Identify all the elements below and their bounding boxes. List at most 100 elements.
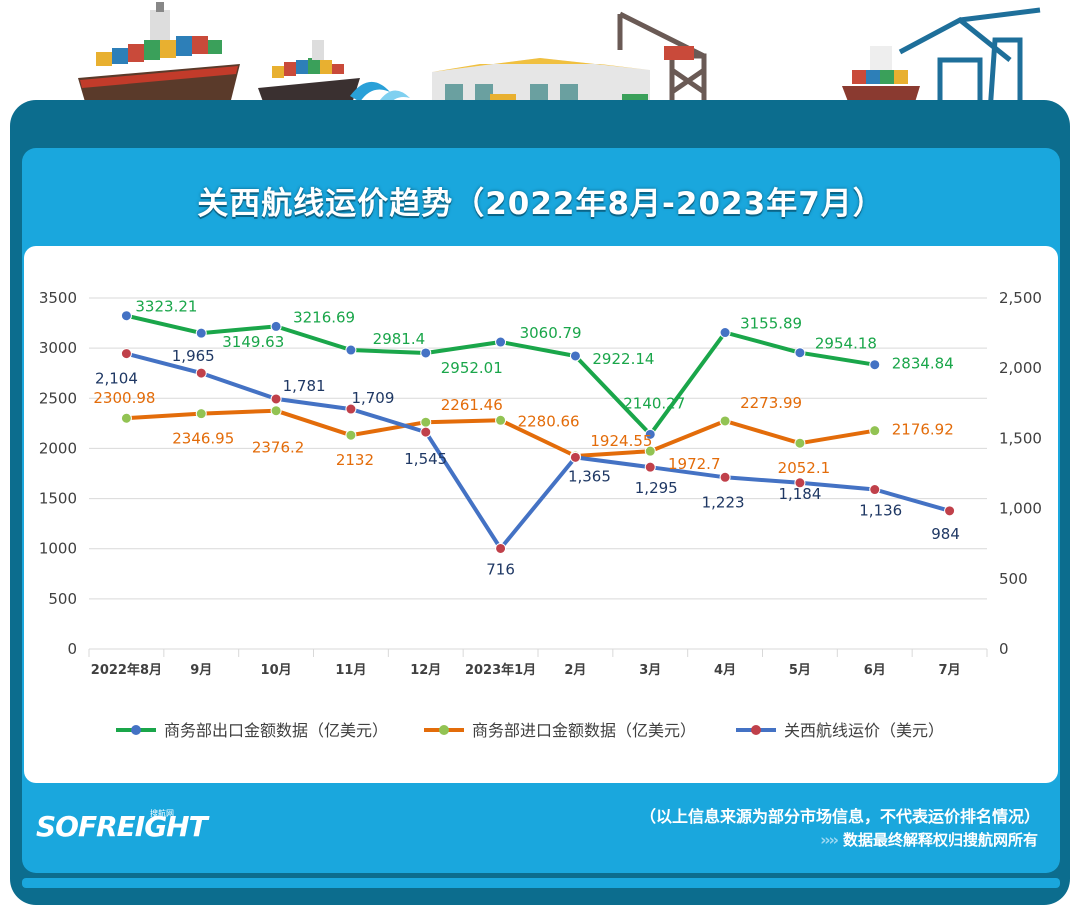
data-point (794, 347, 806, 359)
data-point (270, 393, 282, 405)
data-point (869, 425, 881, 437)
data-label: 2300.98 (93, 389, 155, 407)
data-label: 2922.14 (592, 350, 654, 368)
data-point (569, 350, 581, 362)
data-point (120, 412, 132, 424)
data-point (569, 451, 581, 463)
cargo-ship-icon (78, 2, 240, 112)
x-tick-label: 2023年1月 (465, 662, 536, 678)
data-label: 1,136 (859, 502, 902, 520)
data-label: 2176.92 (892, 421, 954, 439)
x-tick-label: 2022年8月 (91, 662, 162, 678)
source-note: （以上信息来源为部分市场信息，不代表运价排名情况） (639, 807, 1040, 826)
data-label: 3323.21 (135, 298, 197, 316)
data-point (345, 344, 357, 356)
data-label: 1,365 (568, 467, 611, 485)
data-label: 984 (931, 525, 960, 543)
series-line (125, 351, 951, 551)
data-point (270, 405, 282, 417)
data-label: 716 (486, 560, 515, 578)
data-label: 1972.7 (668, 455, 721, 473)
bottom-stripe (22, 878, 1060, 888)
legend-label: 关西航线运价（美元） (784, 721, 944, 740)
y-left-tick-label: 1500 (39, 490, 77, 508)
y-right-tick-label: 500 (999, 570, 1028, 588)
data-label: 2261.46 (441, 396, 503, 414)
arrows-icon: ›››› (820, 831, 839, 849)
data-point (270, 320, 282, 332)
data-label: 2981.4 (373, 330, 426, 348)
data-label: 1924.55 (590, 432, 652, 450)
data-label: 1,709 (351, 389, 394, 407)
y-left-tick-label: 2500 (39, 389, 77, 407)
data-point (195, 327, 207, 339)
data-point (345, 403, 357, 415)
y-left-tick-label: 0 (67, 640, 77, 658)
data-label: 2052.1 (778, 459, 831, 477)
y-left-tick-label: 3500 (39, 289, 77, 307)
data-point (345, 429, 357, 441)
data-label: 2,104 (95, 370, 138, 388)
y-right-tick-label: 2,000 (999, 359, 1042, 377)
data-label: 3216.69 (293, 308, 355, 326)
legend-swatch-marker (751, 725, 761, 735)
data-label: 1,781 (283, 377, 326, 395)
y-right-tick-label: 1,500 (999, 429, 1042, 447)
data-label: 1,295 (635, 479, 678, 497)
legend-swatch-marker (439, 725, 449, 735)
data-label: 3155.89 (740, 315, 802, 333)
x-tick-label: 9月 (190, 663, 212, 678)
brand-logo: SOFREIGHT (36, 810, 208, 843)
data-point (644, 445, 656, 457)
data-label: 1,545 (404, 450, 447, 468)
x-tick-label: 6月 (864, 663, 886, 678)
data-point (869, 484, 881, 496)
y-right-tick-label: 2,500 (999, 289, 1042, 307)
data-label: 2834.84 (892, 355, 954, 373)
x-tick-label: 7月 (939, 663, 961, 678)
data-point (869, 359, 881, 371)
line-chart: 0 500 1000 1500 2000 2500 3000 3500 0 500 1,000 1,5… (39, 289, 1042, 740)
data-label: 1,223 (702, 493, 745, 511)
legend-swatch-marker (131, 725, 141, 735)
gantry-crane-icon (898, 7, 1041, 113)
data-point (120, 310, 132, 322)
legend-label: 商务部出口金额数据（亿美元） (164, 721, 388, 740)
data-point (120, 348, 132, 360)
data-label: 3060.79 (520, 324, 582, 342)
x-tick-label: 3月 (639, 663, 661, 678)
data-label: 2140.27 (623, 394, 685, 412)
data-label: 2273.99 (740, 394, 802, 412)
y-right-tick-label: 1,000 (999, 500, 1042, 518)
data-point (794, 437, 806, 449)
data-point (195, 408, 207, 420)
rights-text: 数据最终解释权归搜航网所有 (842, 831, 1038, 849)
data-label: 1,965 (172, 347, 215, 365)
data-label: 2346.95 (172, 430, 234, 448)
y-left-tick-label: 500 (48, 590, 77, 608)
port-crane-icon (617, 11, 707, 112)
data-label: 2952.01 (441, 359, 503, 377)
rights-note: ›››› 数据最终解释权归搜航网所有 (820, 829, 1038, 850)
data-point (719, 415, 731, 427)
data-label: 1,184 (778, 485, 821, 503)
x-tick-label: 2月 (564, 663, 586, 678)
data-point (495, 336, 507, 348)
y-left-tick-label: 2000 (39, 439, 77, 457)
x-tick-label: 11月 (335, 663, 366, 678)
y-left-tick-label: 1000 (39, 540, 77, 558)
x-tick-label: 12月 (410, 663, 441, 678)
x-tick-label: 4月 (714, 663, 736, 678)
data-point (719, 327, 731, 339)
page-title: 关西航线运价趋势（2022年8月-2023年7月） (197, 186, 885, 222)
x-tick-label: 10月 (261, 663, 292, 678)
data-label: 2132 (336, 451, 374, 469)
data-label: 2954.18 (815, 335, 877, 353)
data-point (644, 461, 656, 473)
data-point (794, 477, 806, 489)
y-left-tick-label: 3000 (39, 339, 77, 357)
x-tick-label: 5月 (789, 663, 811, 678)
data-label: 2280.66 (518, 412, 580, 430)
data-point (644, 428, 656, 440)
data-label: 2376.2 (252, 439, 305, 457)
